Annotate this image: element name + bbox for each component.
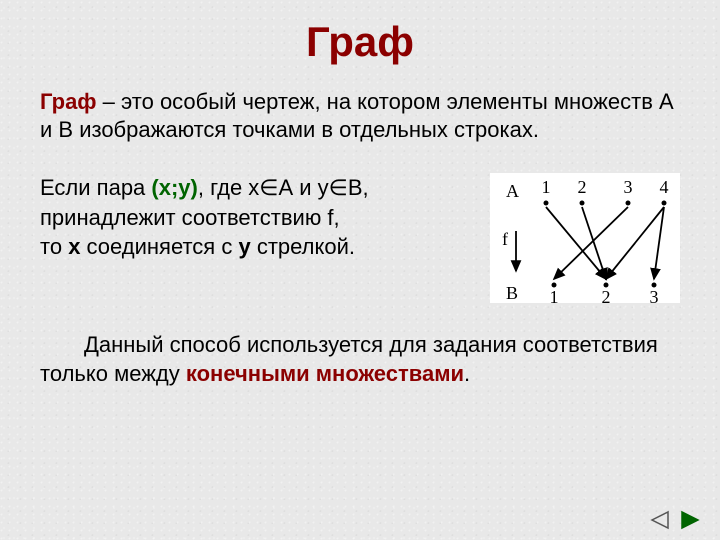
svg-text:1: 1	[550, 287, 559, 303]
svg-text:A: A	[506, 181, 519, 201]
term-graph: Граф	[40, 89, 97, 114]
paragraph-3: Данный способ используется для задания с…	[40, 331, 680, 388]
svg-text:f: f	[502, 229, 508, 249]
pair-xy: (х;у)	[151, 175, 197, 200]
page-title: Граф	[0, 0, 720, 66]
para1-rest: – это особый чертеж, на котором элементы…	[40, 89, 674, 142]
finite-sets: конечными множествами	[186, 361, 464, 386]
svg-text:1: 1	[542, 177, 551, 197]
svg-text:3: 3	[650, 287, 659, 303]
triangle-left-icon	[648, 510, 670, 530]
p2-y: у	[238, 234, 250, 259]
svg-text:4: 4	[660, 177, 669, 197]
p2-x: х	[68, 234, 80, 259]
svg-text:2: 2	[578, 177, 587, 197]
svg-text:B: B	[506, 283, 518, 303]
triangle-right-icon	[680, 510, 702, 530]
prev-button[interactable]	[644, 508, 674, 532]
p2-l3a: то	[40, 234, 68, 259]
next-button[interactable]	[676, 508, 706, 532]
p2-l1c: , где х∈А и у∈В,	[198, 175, 369, 200]
p2-l3e: стрелкой.	[251, 234, 355, 259]
content-area: Граф – это особый чертеж, на котором эле…	[0, 88, 720, 388]
p2-l1a: Если пара	[40, 175, 151, 200]
graph-diagram: 1 2 3 4 1 2 3 A Bf	[490, 173, 680, 303]
svg-text:3: 3	[624, 177, 633, 197]
svg-text:2: 2	[602, 287, 611, 303]
p2-l2: принадлежит соответствию f,	[40, 205, 340, 230]
paragraph-2: Если пара (х;у), где х∈А и у∈В, принадле…	[40, 173, 478, 262]
p2-l3c: соединяется с	[80, 234, 238, 259]
nav-arrows	[644, 508, 706, 532]
p3-c: .	[464, 361, 470, 386]
paragraph-1: Граф – это особый чертеж, на котором эле…	[40, 88, 680, 143]
